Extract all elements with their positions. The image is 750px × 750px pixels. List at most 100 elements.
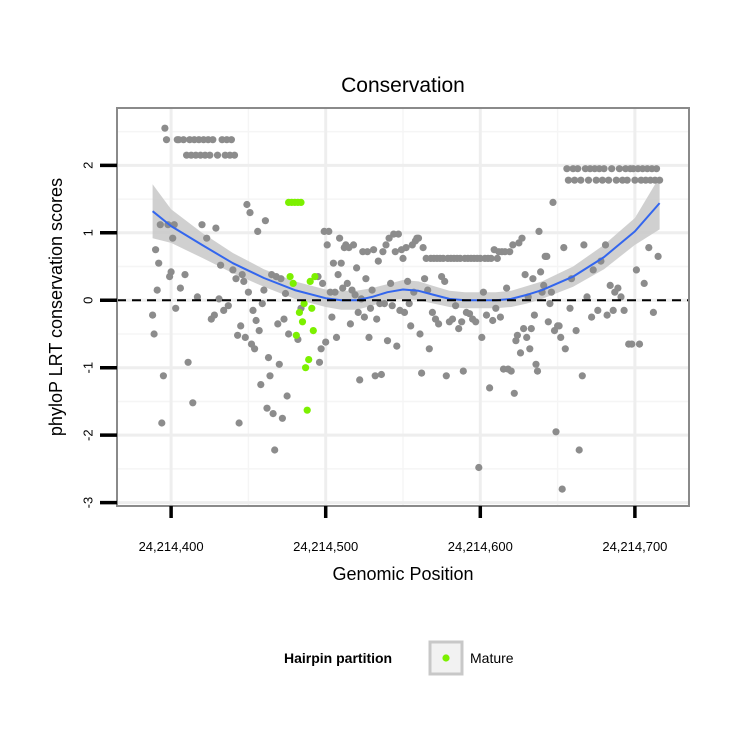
data-point: [606, 281, 614, 289]
data-point: [258, 300, 266, 308]
data-point: [577, 176, 585, 184]
y-tick-label: -1: [81, 362, 96, 374]
data-point: [150, 330, 158, 338]
data-point: [153, 286, 161, 294]
data-point: [331, 288, 339, 296]
data-point: [589, 266, 597, 274]
data-point: [544, 318, 552, 326]
data-point: [649, 308, 658, 316]
data-point: [583, 293, 591, 301]
data-point: [274, 320, 282, 328]
data-point: [571, 176, 579, 184]
data-point: [215, 295, 223, 303]
data-point: [329, 259, 337, 267]
data-point: [632, 266, 641, 274]
data-point: [393, 342, 401, 350]
data-point: [323, 241, 331, 249]
data-point: [608, 165, 616, 173]
data-point: [478, 333, 486, 341]
data-point: [452, 302, 460, 310]
data-point: [605, 176, 613, 184]
data-point: [564, 176, 573, 184]
data-point: [594, 306, 602, 314]
data-point: [588, 313, 596, 321]
data-point: [325, 227, 333, 235]
x-tick-label: 24,214,500: [293, 539, 358, 554]
data-point: [537, 268, 545, 276]
data-point: [561, 345, 569, 353]
y-axis-title: phyloP LRT conservation scores: [46, 178, 66, 436]
data-point: [425, 345, 433, 353]
data-point: [448, 315, 457, 323]
y-tick-label: 0: [81, 297, 96, 304]
data-point: [230, 151, 239, 159]
data-point: [486, 384, 494, 392]
legend: Hairpin partition Mature: [284, 640, 514, 676]
data-point: [628, 340, 636, 348]
data-point: [283, 392, 291, 400]
data-point: [513, 331, 522, 339]
data-point: [547, 288, 556, 296]
smooth-line-layer: [151, 202, 661, 302]
mature-point: [292, 331, 300, 339]
data-point: [362, 275, 370, 283]
data-point: [260, 286, 268, 294]
data-point: [336, 234, 344, 242]
mature-point: [300, 300, 308, 308]
data-point: [334, 271, 342, 279]
data-point: [379, 248, 387, 256]
data-point: [380, 300, 388, 308]
data-point: [518, 234, 526, 242]
data-point: [465, 310, 474, 318]
data-point: [560, 244, 568, 252]
data-point: [179, 136, 188, 144]
data-point: [563, 165, 571, 173]
data-point: [612, 176, 620, 184]
data-point: [264, 354, 273, 362]
data-point: [337, 259, 345, 267]
data-point: [217, 261, 225, 269]
data-point: [220, 306, 228, 314]
data-point: [399, 254, 407, 262]
data-point: [343, 279, 351, 287]
data-point: [198, 221, 206, 229]
data-point: [240, 277, 248, 285]
data-point: [387, 279, 395, 287]
data-point: [360, 313, 368, 321]
data-point: [574, 165, 582, 173]
data-point: [493, 254, 501, 262]
data-point: [555, 322, 563, 330]
data-point: [388, 302, 396, 310]
mature-point: [303, 406, 311, 414]
data-point: [503, 284, 511, 292]
legend-label-mature: Mature: [470, 650, 514, 666]
mature-point: [308, 304, 316, 312]
data-point: [482, 311, 491, 319]
plot-panel: [116, 107, 690, 507]
data-point: [400, 308, 409, 316]
data-point: [455, 325, 463, 333]
data-point: [172, 304, 180, 312]
data-point: [383, 337, 392, 345]
data-point: [572, 327, 580, 335]
data-point: [246, 209, 254, 217]
data-point: [529, 275, 537, 283]
x-axis-title: Genomic Position: [332, 564, 473, 584]
data-point: [241, 333, 249, 341]
data-point: [496, 313, 504, 321]
data-point: [366, 304, 375, 312]
data-point: [414, 234, 423, 242]
data-point: [354, 308, 362, 316]
data-point: [322, 338, 330, 346]
data-point: [261, 217, 269, 225]
data-point: [206, 151, 214, 159]
data-point: [530, 311, 539, 319]
data-point: [407, 322, 415, 330]
data-point: [516, 349, 525, 357]
data-point: [184, 358, 192, 366]
data-point: [523, 333, 531, 341]
data-point: [368, 286, 376, 294]
data-point: [238, 271, 246, 279]
data-point: [285, 330, 293, 338]
data-point: [487, 254, 495, 262]
